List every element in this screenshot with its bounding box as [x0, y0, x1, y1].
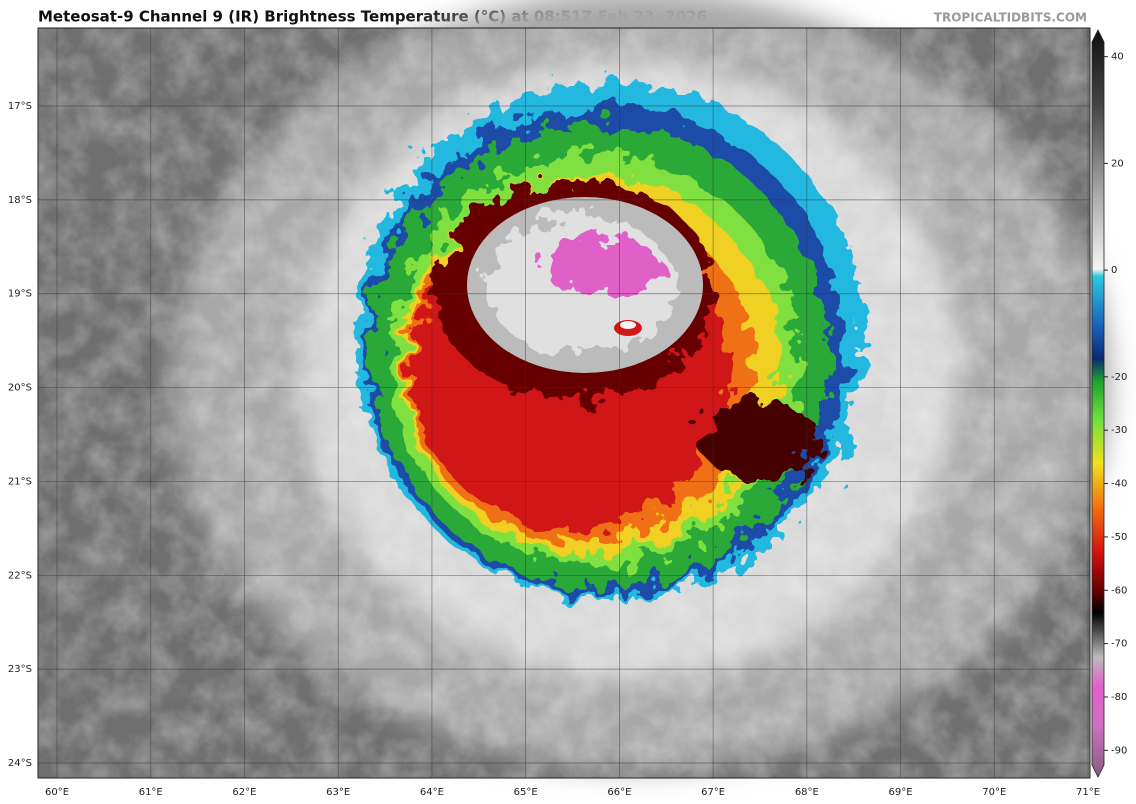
lat-label: 23°S	[8, 664, 32, 675]
map-frame	[37, 27, 1091, 779]
colorbar-label: -70	[1111, 639, 1127, 650]
colorbar-label: -60	[1111, 585, 1127, 596]
lon-label: 61°E	[139, 787, 163, 798]
colorbar-label: 20	[1111, 158, 1124, 169]
lat-label: 17°S	[8, 101, 32, 112]
lon-label: 67°E	[701, 787, 725, 798]
lon-label: 70°E	[982, 787, 1006, 798]
lon-label: 66°E	[607, 787, 631, 798]
lon-label: 62°E	[232, 787, 256, 798]
lat-label: 24°S	[8, 758, 32, 769]
lat-label: 19°S	[8, 289, 32, 300]
lat-label: 20°S	[8, 383, 32, 394]
colorbar-label: 0	[1111, 265, 1117, 276]
lat-label: 18°S	[8, 195, 32, 206]
colorbar-label: -90	[1111, 745, 1127, 756]
lon-label: 65°E	[514, 787, 538, 798]
lon-label: 69°E	[889, 787, 913, 798]
imagery	[38, 0, 1110, 778]
colorbar-label: -40	[1111, 479, 1127, 490]
colorbar-label: -80	[1111, 692, 1127, 703]
lon-label: 64°E	[420, 787, 444, 798]
source: TROPICALTIDBITS.COM	[934, 11, 1087, 25]
colorbar-label: -50	[1111, 532, 1127, 543]
colorbar-label: 40	[1111, 52, 1124, 63]
colorbar-label: -30	[1111, 425, 1127, 436]
lat-label: 22°S	[8, 570, 32, 581]
colorbar	[1091, 29, 1105, 778]
lon-label: 60°E	[45, 787, 69, 798]
colorbar-label: -20	[1111, 372, 1127, 383]
lon-label: 68°E	[795, 787, 819, 798]
lon-label: 63°E	[326, 787, 350, 798]
lat-label: 21°S	[8, 476, 32, 487]
lon-label: 71°E	[1076, 787, 1100, 798]
